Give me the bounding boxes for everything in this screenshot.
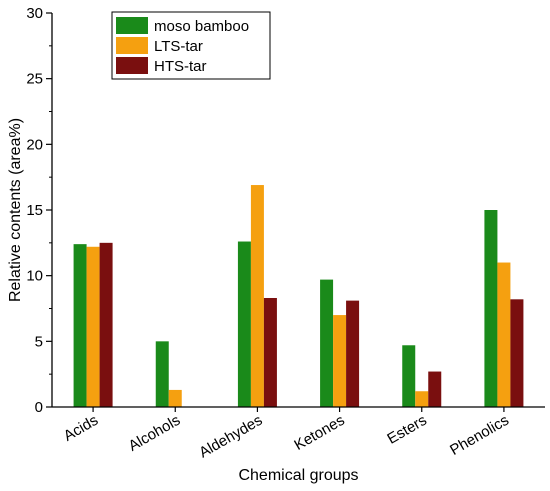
legend-swatch [116,57,148,74]
bar [402,345,416,407]
y-tick-label: 20 [26,136,43,153]
bar [320,279,334,407]
y-tick-label: 5 [35,333,43,350]
y-axis-title: Relative contents (area%) [7,118,24,302]
legend: moso bamboo LTS-tar HTS-tar [111,11,271,80]
y-tick-label: 10 [26,268,43,285]
bar [155,341,169,407]
bar [168,389,182,407]
y-tick-label: 25 [26,71,43,88]
y-ticks: 0 5 10 15 20 25 30 [26,5,52,416]
y-tick-label: 30 [26,5,43,22]
legend-label: HTS-tar [154,58,207,75]
bar [73,244,87,407]
bar [333,315,347,407]
bar [510,299,524,407]
legend-label: LTS-tar [154,38,203,55]
bar [86,246,100,407]
legend-swatch [116,17,148,34]
bar [346,300,360,407]
y-tick-label: 0 [35,399,43,416]
y-tick-label: 15 [26,202,43,219]
legend-swatch [116,37,148,54]
legend-label: moso bamboo [154,18,249,35]
x-tick-label: Ketones [291,412,347,454]
bar [497,262,511,407]
bar [99,242,113,407]
x-tick-label: Alcohols [126,412,184,455]
x-ticks: Acids Alcohols Aldehydes Ketones Esters Pheno… [61,407,512,461]
x-tick-label: Aldehydes [196,412,265,462]
bar [237,241,251,407]
bar [428,371,442,407]
bar [250,185,264,407]
x-tick-label: Acids [61,412,101,445]
bar [263,297,277,407]
x-tick-label: Esters [384,412,429,448]
bars [73,185,524,407]
x-tick-label: Phenolics [447,412,512,459]
x-axis-title: Chemical groups [238,467,358,484]
bar [484,210,498,407]
bar [415,391,429,407]
